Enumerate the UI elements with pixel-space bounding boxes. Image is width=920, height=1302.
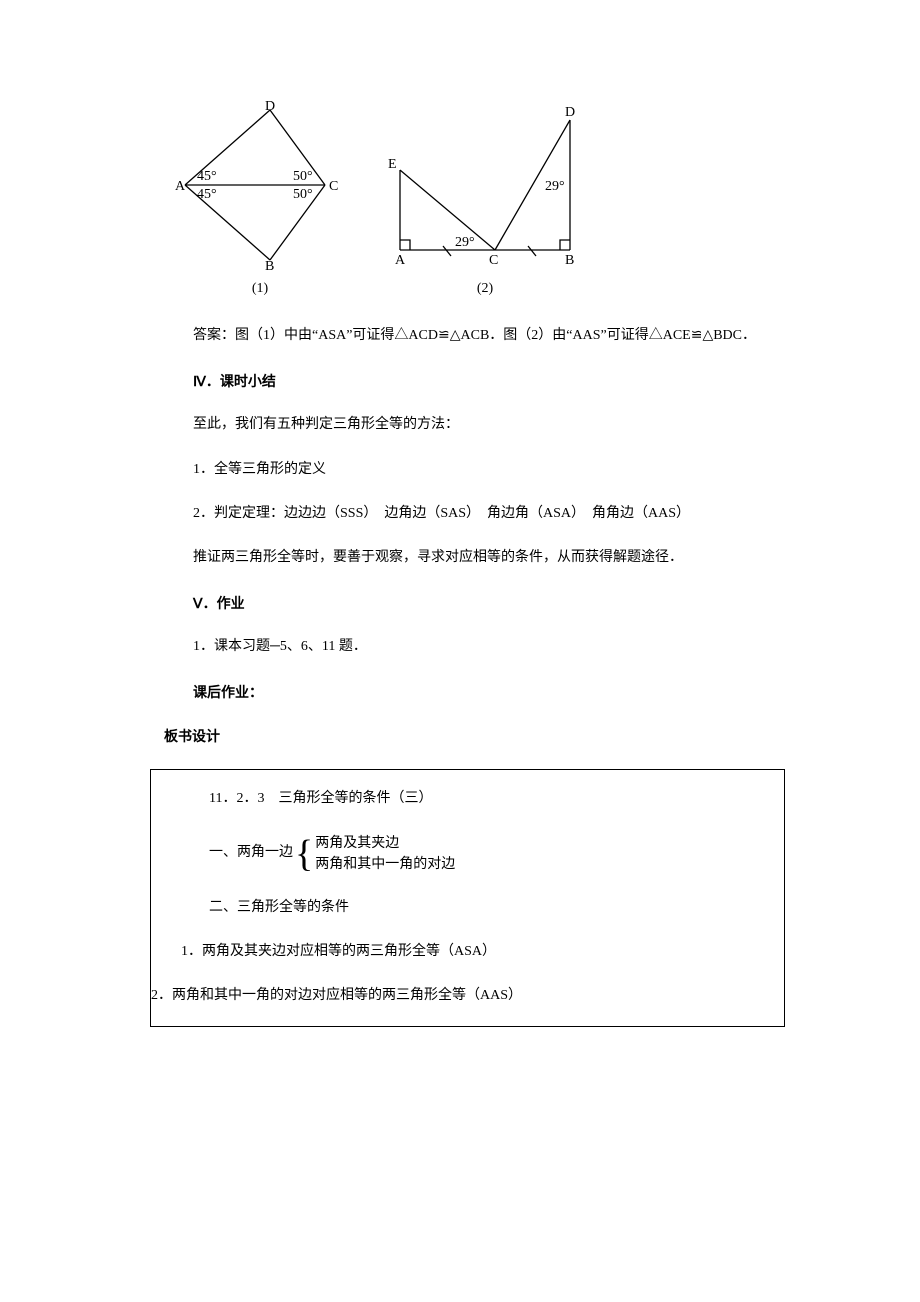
page: A B C D 45° 45° 50° 50° (1) — [0, 0, 920, 1302]
fig1-angle-rb: 50° — [293, 187, 313, 202]
fig1-label-B: B — [265, 259, 274, 270]
fig2-label-B: B — [565, 253, 574, 268]
fig1-angle-rt: 50° — [293, 169, 313, 184]
figure-2: A B C D E 29° 29° (2) — [385, 100, 585, 300]
brace-options: 两角及其夹边 两角和其中一角的对边 — [315, 833, 455, 875]
board-line4: 2．两角和其中一角的对边对应相等的两三角形全等（AAS） — [151, 985, 764, 1007]
figure-1-caption: (1) — [252, 278, 268, 300]
summary-item2: 2．判定定理：边边边（SSS） 边角边（SAS） 角边角（ASA） 角角边（AA… — [165, 503, 785, 525]
board-title: 11．2．3 三角形全等的条件（三） — [181, 788, 764, 810]
board-line3-text: 1．两角及其夹边对应相等的两三角形全等（ASA） — [181, 944, 496, 959]
brace-bottom: 两角和其中一角的对边 — [315, 854, 455, 875]
fig1-angle-lt: 45° — [197, 169, 217, 184]
board-line2: 二、三角形全等的条件 — [181, 897, 764, 919]
figure-2-svg: A B C D E 29° 29° — [385, 100, 585, 270]
fig2-label-D: D — [565, 105, 575, 120]
board-line3: 1．两角及其夹边对应相等的两三角形全等（ASA） — [181, 941, 764, 963]
fig1-label-C: C — [329, 179, 338, 194]
board-line1: 一、两角一边 { 两角及其夹边 两角和其中一角的对边 — [181, 833, 764, 875]
summary-note: 推证两三角形全等时，要善于观察，寻求对应相等的条件，从而获得解题途径． — [165, 547, 785, 569]
fig1-angle-lb: 45° — [197, 187, 217, 202]
fig2-angle-left: 29° — [455, 235, 475, 250]
fig1-label-D: D — [265, 100, 275, 114]
figure-1-svg: A B C D 45° 45° 50° 50° — [175, 100, 345, 270]
brace-top: 两角及其夹边 — [315, 833, 455, 854]
section-summary-heading: Ⅳ．课时小结 — [165, 370, 785, 392]
fig2-label-E: E — [388, 157, 397, 172]
board-heading: 板书设计 — [150, 725, 785, 747]
board-box: 11．2．3 三角形全等的条件（三） 一、两角一边 { 两角及其夹边 两角和其中… — [150, 769, 785, 1027]
answer-text: 答案：图（1）中由“ASA”可证得△ACD≌△ACB．图（2）由“AAS”可证得… — [165, 325, 785, 347]
figure-row: A B C D 45° 45° 50° 50° (1) — [175, 100, 785, 300]
summary-item1: 1．全等三角形的定义 — [165, 459, 785, 481]
figure-2-caption: (2) — [477, 278, 493, 300]
content-block: A B C D 45° 45° 50° 50° (1) — [0, 100, 920, 703]
fig2-angle-right: 29° — [545, 179, 565, 194]
board-line1-prefix: 一、两角一边 — [209, 842, 293, 864]
summary-intro: 至此，我们有五种判定三角形全等的方法： — [165, 414, 785, 436]
fig2-label-A: A — [395, 253, 406, 268]
section-hw-heading: Ⅴ．作业 — [165, 592, 785, 614]
brace-icon: { — [293, 835, 315, 873]
hw-item1: 1．课本习题─5、6、11 题． — [165, 636, 785, 658]
after-hw-heading: 课后作业： — [165, 681, 785, 703]
figure-1: A B C D 45° 45° 50° 50° (1) — [175, 100, 345, 300]
fig1-label-A: A — [175, 179, 186, 194]
fig2-label-C: C — [489, 253, 498, 268]
